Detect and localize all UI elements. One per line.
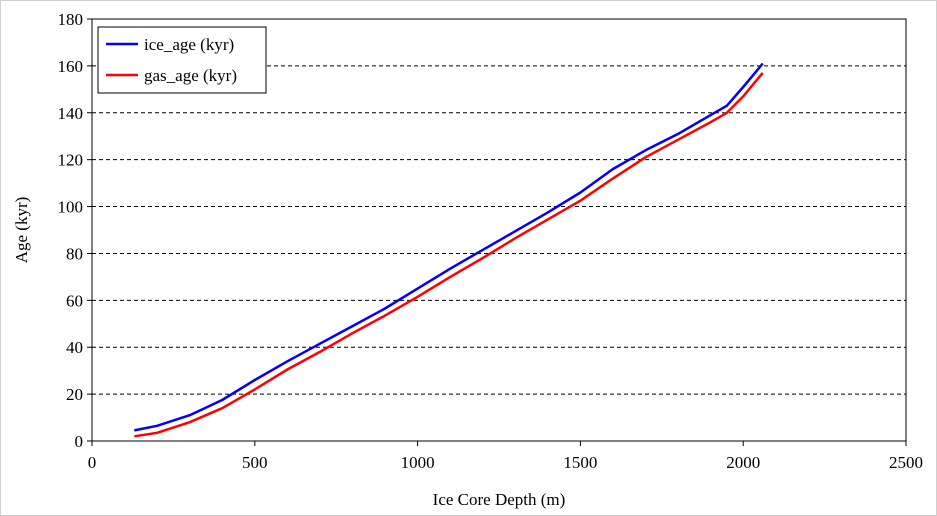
y-tick-label: 60 [66, 291, 83, 310]
gridlines [92, 65, 906, 395]
y-tick-label: 180 [58, 10, 84, 29]
y-axis-title: Age (kyr) [12, 197, 31, 264]
y-tick-label: 80 [66, 244, 83, 263]
x-tick-label: 1500 [563, 453, 597, 472]
legend-label-gas-age: gas_age (kyr) [144, 66, 237, 85]
x-tick-label: 1000 [401, 453, 435, 472]
legend-box [97, 26, 267, 94]
x-tick-label: 500 [242, 453, 268, 472]
x-axis-title: Ice Core Depth (m) [433, 490, 566, 509]
series-layer [134, 62, 764, 438]
axis-ticks: 0 20 40 60 80 100 120 140 160 180 0 500 1000 1500 2000… [58, 10, 924, 472]
x-tick-label: 0 [88, 453, 97, 472]
legend: ice_age (kyr) gas_age (kyr) [97, 26, 267, 94]
plot-area [91, 18, 907, 442]
y-tick-label: 140 [58, 104, 84, 123]
x-tick-label: 2500 [889, 453, 923, 472]
legend-label-ice-age: ice_age (kyr) [144, 35, 234, 54]
y-tick-label: 40 [66, 338, 83, 357]
y-tick-label: 160 [58, 57, 84, 76]
series-line-gas-age [134, 72, 764, 438]
x-tick-label: 2000 [726, 453, 760, 472]
series-line-ice-age [134, 62, 764, 432]
y-tick-label: 100 [58, 198, 84, 217]
y-tick-label: 120 [58, 151, 84, 170]
y-tick-label: 0 [75, 432, 84, 451]
y-tick-label: 20 [66, 385, 83, 404]
